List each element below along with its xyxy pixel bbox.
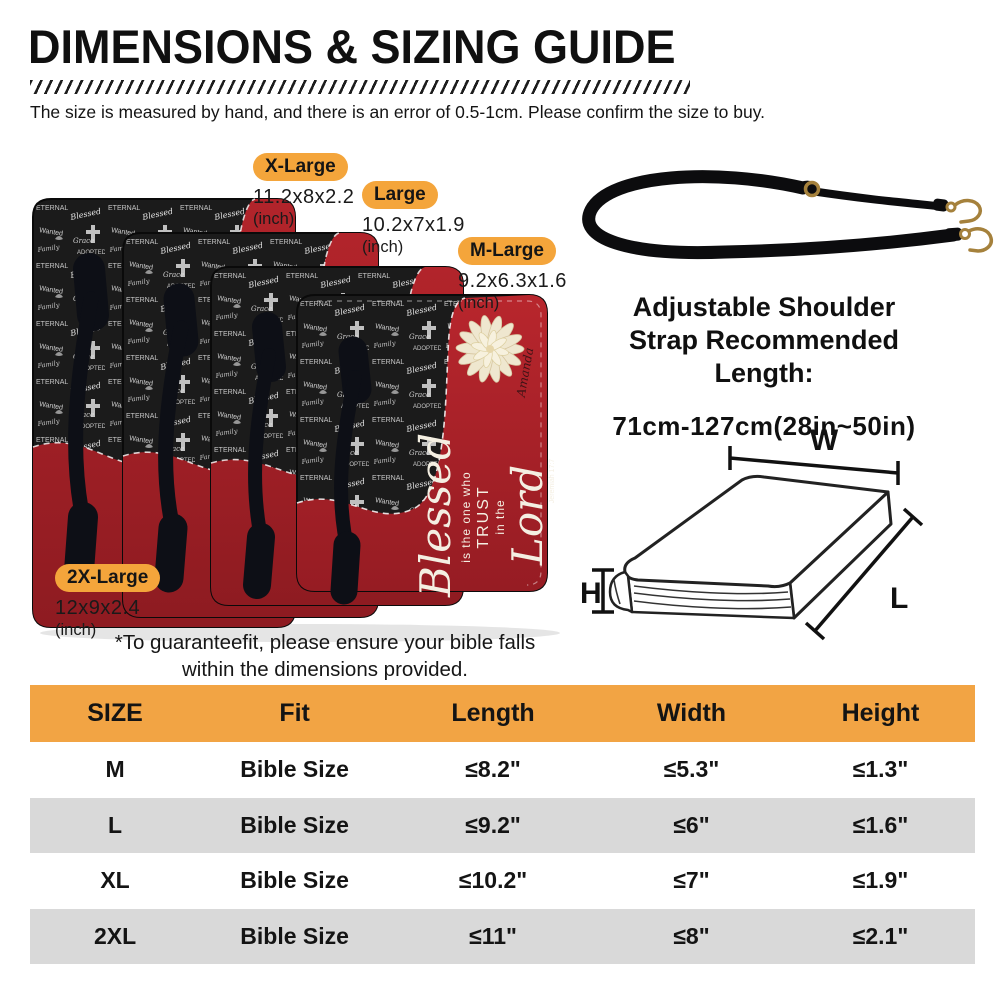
cell-width: ≤6" (673, 811, 710, 838)
fit-note: *To guaranteefit, please ensure your bib… (95, 629, 555, 683)
cell-length: ≤11" (469, 922, 517, 949)
table-row-xl: XL Bible Size ≤10.2" ≤7" ≤1.9" (30, 853, 975, 909)
verse-word-lord: Lord (503, 465, 552, 566)
fit-note-line2: within the dimensions provided. (181, 658, 469, 681)
size-badge: M-Large (458, 237, 556, 265)
hatch-divider (30, 80, 690, 94)
strap-ring (803, 180, 821, 198)
size-dimensions: 11.2x8x2.2 (253, 186, 355, 208)
size-badge: Large (362, 181, 438, 209)
size-dimensions: 12x9x2.4 (55, 597, 141, 619)
cell-size: L (108, 811, 123, 838)
header-size: SIZE (87, 699, 143, 727)
flower-icon (455, 315, 525, 383)
verse-small-1: is the one who (459, 471, 473, 562)
header-fit: Fit (279, 699, 310, 727)
size-badge: X-Large (253, 153, 348, 181)
header-height: Height (841, 699, 920, 727)
cell-height: ≤1.6" (852, 811, 909, 838)
size-dimensions: 9.2x6.3x1.6 (458, 270, 567, 292)
table-row-2xl: 2XL Bible Size ≤11" ≤8" ≤2.1" (30, 908, 975, 964)
cover-handle (243, 312, 286, 599)
cell-length: ≤8.2" (465, 756, 521, 783)
size-label-large: Large 10.2x7x1.9 (inch) (362, 181, 465, 257)
length-label: L (890, 582, 908, 615)
size-badge: 2X-Large (55, 564, 161, 592)
cell-height: ≤1.9" (852, 867, 909, 894)
bible-covers-image: ETERNAL Blessed Wanted Grace Family ADOP… (32, 198, 560, 642)
verse-word-blessed: Blessed (411, 433, 460, 598)
cell-fit: Bible Size (240, 922, 349, 949)
verse-caps: TRUST (475, 485, 492, 548)
size-unit: (inch) (55, 621, 97, 639)
table-row-m: M Bible Size ≤8.2" ≤5.3" ≤1.3" (30, 742, 975, 798)
cell-width: ≤7" (673, 867, 710, 894)
cover-handle (64, 253, 109, 586)
cell-length: ≤10.2" (458, 867, 528, 894)
strap-text-block: Adjustable Shoulder Strap Recommended Le… (588, 291, 940, 442)
size-unit: (inch) (362, 238, 404, 256)
cell-fit: Bible Size (240, 867, 349, 894)
fit-note-line1: *To guaranteefit, please ensure your bib… (114, 631, 536, 654)
verse-small-2: in the (493, 499, 507, 534)
strap-clasp-top (932, 198, 982, 224)
book-dimension-diagram: W H L (580, 424, 924, 641)
cover-verse: Blessed is the one who TRUST in the Lord… (411, 433, 556, 598)
cell-size: XL (100, 867, 130, 894)
size-unit: (inch) (458, 294, 500, 312)
cell-length: ≤9.2" (465, 811, 521, 838)
cover-handle (330, 336, 372, 605)
cell-size: 2XL (93, 922, 137, 949)
header-length: Length (451, 699, 535, 727)
cell-height: ≤1.3" (852, 756, 909, 783)
width-dimension-line (728, 446, 900, 485)
size-label-mlarge: M-Large 9.2x6.3x1.6 (inch) (458, 237, 567, 313)
table-header-row: SIZE Fit Length Width Height (30, 685, 975, 742)
cover-handle (154, 283, 199, 593)
cell-fit: Bible Size (240, 756, 349, 783)
cell-width: ≤5.3" (663, 756, 720, 783)
page-subtitle: The size is measured by hand, and there … (30, 102, 766, 122)
table-row-l: L Bible Size ≤9.2" ≤6" ≤1.6" (30, 797, 975, 853)
shoulder-strap-image (582, 170, 994, 260)
ground-shadow (40, 624, 560, 642)
size-label-2xlarge: 2X-Large 12x9x2.4 (inch) (55, 564, 161, 640)
height-dimension-line (592, 568, 614, 614)
size-table: SIZE Fit Length Width Height M Bible Siz… (30, 685, 975, 964)
height-label: H (580, 577, 602, 610)
strap-clasp-bottom (944, 227, 994, 253)
cell-height: ≤2.1" (852, 922, 909, 949)
length-dimension-line (804, 507, 924, 641)
strap-length: 71cm-127cm(28in~50in) (612, 411, 916, 441)
size-dimensions: 10.2x7x1.9 (362, 214, 465, 236)
size-unit: (inch) (253, 210, 295, 228)
cell-fit: Bible Size (240, 811, 349, 838)
page-title: DIMENSIONS & SIZING GUIDE (28, 20, 676, 74)
bible-cover-mlarge-front: Amanda Blessed is the one who TRUST in t… (296, 294, 556, 605)
size-label-xlarge: X-Large 11.2x8x2.2 (inch) (253, 153, 354, 229)
strap-heading-line1: Adjustable Shoulder (632, 292, 896, 322)
header-width: Width (656, 699, 727, 727)
cell-width: ≤8" (673, 922, 710, 949)
verse-reference: Jeremiah 17:7 (549, 459, 556, 503)
width-label: W (810, 424, 839, 457)
cell-size: M (105, 756, 125, 783)
strap-heading-line2: Strap Recommended Length: (628, 325, 900, 388)
